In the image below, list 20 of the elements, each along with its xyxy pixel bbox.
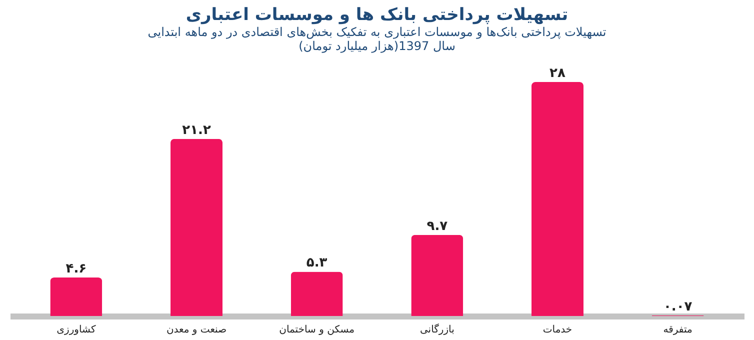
text: سال 1397(هزار میلیارد تومان) — [298, 39, 456, 53]
data-label: ۴.۶ — [66, 262, 87, 277]
data-label: ۹.۷ — [426, 218, 448, 234]
x-tick-label: بازرگانی — [420, 324, 454, 336]
bar — [411, 234, 464, 316]
x-tick-label: متفرقه — [663, 324, 692, 336]
x-tick-label: کشاورزی — [56, 324, 96, 336]
bar — [170, 138, 223, 316]
x-tick-label: خدمات — [542, 324, 572, 336]
bar — [290, 272, 343, 316]
chart-title: تسهیلات پرداختی بانک ها و موسسات اعتباری — [186, 5, 568, 25]
data-label: ۵.۳ — [306, 256, 328, 271]
data-label: ۲۱.۲ — [182, 122, 211, 138]
bar — [50, 278, 102, 316]
x-tick-label: مسکن و ساختمان — [279, 324, 355, 336]
data-label: ۲۸ — [550, 66, 566, 81]
x-tick-label: صنعت و معدن — [166, 324, 227, 336]
text: تسهیلات پرداختی بانک‌ها و موسسات اعتباری به تفکیک بخش‌های اقتصادی در دو ماهه ابتدایی — [148, 25, 606, 39]
bar — [531, 82, 584, 316]
data-label: ۰.۰۷ — [663, 299, 692, 314]
